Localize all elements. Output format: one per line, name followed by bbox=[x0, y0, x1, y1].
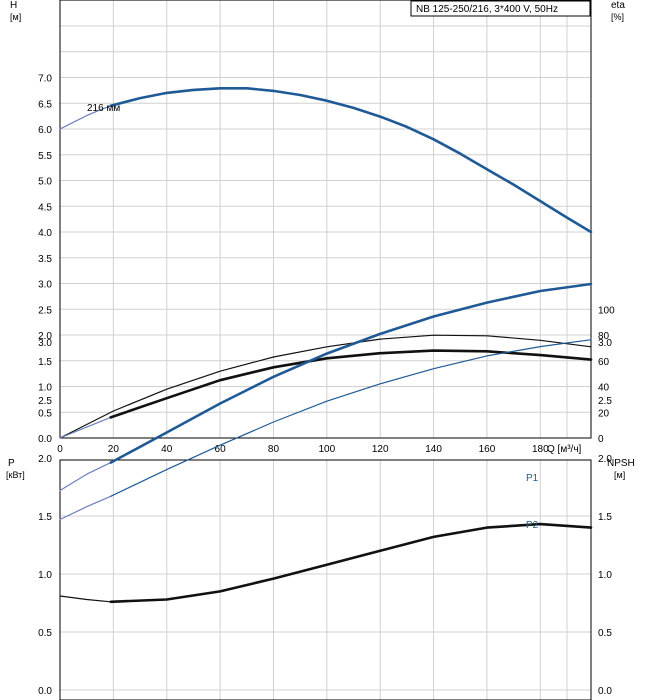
p2-series-label: P2 bbox=[526, 520, 539, 531]
head-axis-label: H bbox=[10, 0, 17, 11]
series-line-h-extrapolated bbox=[59, 105, 112, 130]
power-tick-label: 2.0 bbox=[38, 454, 52, 465]
head-panel-series bbox=[59, 87, 593, 439]
power-tick-label: 0.5 bbox=[38, 628, 52, 639]
head-y-axis-ticks: 0.0 0.5 1.0 1.5 2.0 2.5 3.0 3.5 4.0 4.5 5.0 5.5 6.0 6… bbox=[38, 74, 52, 446]
npsh-tick-label: 1.5 bbox=[598, 512, 612, 523]
power-tick-label: 1.0 bbox=[38, 570, 52, 581]
eta-tick-label: 60 bbox=[598, 357, 610, 368]
npsh-tick-label: 0.0 bbox=[598, 686, 612, 697]
power-panel-series bbox=[59, 282, 593, 604]
head-tick-label: 2.5 bbox=[38, 305, 52, 316]
series-line-p2 bbox=[110, 339, 592, 497]
npsh-tick-label: 2.0 bbox=[598, 454, 612, 465]
head-tick-label: 0.0 bbox=[38, 434, 52, 445]
flow-x-axis-ticks: 0 20 40 60 80 100 120 140 160 180 bbox=[57, 444, 549, 455]
power-tick-label: 2.5 bbox=[38, 396, 52, 407]
power-tick-label: 1.5 bbox=[38, 512, 52, 523]
flow-tick-label: 160 bbox=[479, 444, 496, 455]
series-line-eta-extrapolated bbox=[59, 416, 112, 439]
head-tick-label: 4.5 bbox=[38, 202, 52, 213]
head-panel: 0.0 0.5 1.0 1.5 2.0 2.5 3.0 3.5 4.0 4.5 5.0 5.5 6.0 6… bbox=[10, 0, 625, 455]
eta-tick-label: 20 bbox=[598, 408, 610, 419]
eta-axis-unit: [%] bbox=[611, 12, 624, 22]
head-tick-label: 3.0 bbox=[38, 280, 52, 291]
power-panel: 0.0 0.5 1.0 1.5 2.0 2.5 3.0 0.0 0.5 1.0 1.5 2.0 2.5… bbox=[6, 282, 635, 700]
chart-title: NB 125-250/216, 3*400 V, 50Hz bbox=[416, 4, 558, 15]
head-panel-frame bbox=[59, 0, 592, 439]
series-line-eta-operating- bbox=[109, 349, 593, 419]
flow-tick-label: 20 bbox=[108, 444, 120, 455]
power-tick-label: 3.0 bbox=[38, 338, 52, 349]
power-y-axis-ticks: 0.0 0.5 1.0 1.5 2.0 2.5 3.0 bbox=[38, 338, 52, 697]
npsh-tick-label: 3.0 bbox=[598, 338, 612, 349]
npsh-axis-label: NPSH bbox=[607, 458, 635, 469]
eta-tick-label: 0 bbox=[598, 434, 604, 445]
flow-tick-label: 100 bbox=[318, 444, 335, 455]
eta-tick-label: 80 bbox=[598, 331, 610, 342]
head-tick-label: 4.0 bbox=[38, 228, 52, 239]
npsh-tick-label: 2.5 bbox=[598, 396, 612, 407]
power-tick-label: 0.0 bbox=[38, 686, 52, 697]
power-axis-unit: [кВт] bbox=[6, 470, 25, 480]
head-tick-label: 7.0 bbox=[38, 74, 52, 85]
title-box bbox=[410, 0, 591, 17]
flow-tick-label: 140 bbox=[425, 444, 442, 455]
power-axis-label: P bbox=[8, 458, 15, 469]
flow-tick-label: 180 bbox=[532, 444, 549, 455]
head-tick-label: 0.5 bbox=[38, 408, 52, 419]
head-tick-label: 5.5 bbox=[38, 151, 52, 162]
series-line-p2-extrapolated bbox=[59, 495, 112, 521]
head-tick-label: 1.5 bbox=[38, 357, 52, 368]
series-line-npsh bbox=[109, 522, 593, 604]
head-tick-label: 6.5 bbox=[38, 99, 52, 110]
flow-tick-label: 120 bbox=[372, 444, 389, 455]
head-tick-label: 5.0 bbox=[38, 177, 52, 188]
head-tick-label: 1.0 bbox=[38, 383, 52, 394]
npsh-axis-unit: [м] bbox=[614, 470, 625, 480]
head-tick-label: 2.0 bbox=[38, 331, 52, 342]
series-line-npsh-extrapolated bbox=[59, 595, 112, 603]
power-panel-grid bbox=[59, 460, 591, 700]
series-line-p1 bbox=[109, 282, 593, 464]
flow-axis-label: Q [м³/ч] bbox=[547, 444, 582, 455]
eta-tick-label: 40 bbox=[598, 383, 610, 394]
flow-tick-label: 40 bbox=[161, 444, 173, 455]
series-line-h-216-мм bbox=[109, 87, 593, 234]
power-panel-frame bbox=[59, 459, 592, 700]
head-tick-label: 3.5 bbox=[38, 254, 52, 265]
npsh-tick-label: 1.0 bbox=[598, 570, 612, 581]
npsh-y-axis-ticks: 0.0 0.5 1.0 1.5 2.0 2.5 3.0 bbox=[598, 338, 612, 697]
impeller-diameter-annotation: 216 мм bbox=[87, 103, 120, 114]
eta-tick-label: 100 bbox=[598, 306, 615, 317]
head-axis-unit: [м] bbox=[10, 12, 21, 22]
eta-y-axis-ticks: 0 20 40 60 80 100 bbox=[598, 306, 615, 446]
head-tick-label: 6.0 bbox=[38, 125, 52, 136]
head-panel-grid bbox=[59, 0, 591, 439]
flow-tick-label: 0 bbox=[57, 444, 63, 455]
series-line-eta bbox=[59, 334, 592, 439]
p1-series-label: P1 bbox=[526, 473, 539, 484]
flow-tick-label: 80 bbox=[268, 444, 280, 455]
npsh-tick-label: 0.5 bbox=[598, 628, 612, 639]
flow-tick-label: 60 bbox=[215, 444, 227, 455]
eta-axis-label: eta bbox=[611, 0, 625, 11]
series-line-p1-extrapolated bbox=[59, 462, 112, 492]
